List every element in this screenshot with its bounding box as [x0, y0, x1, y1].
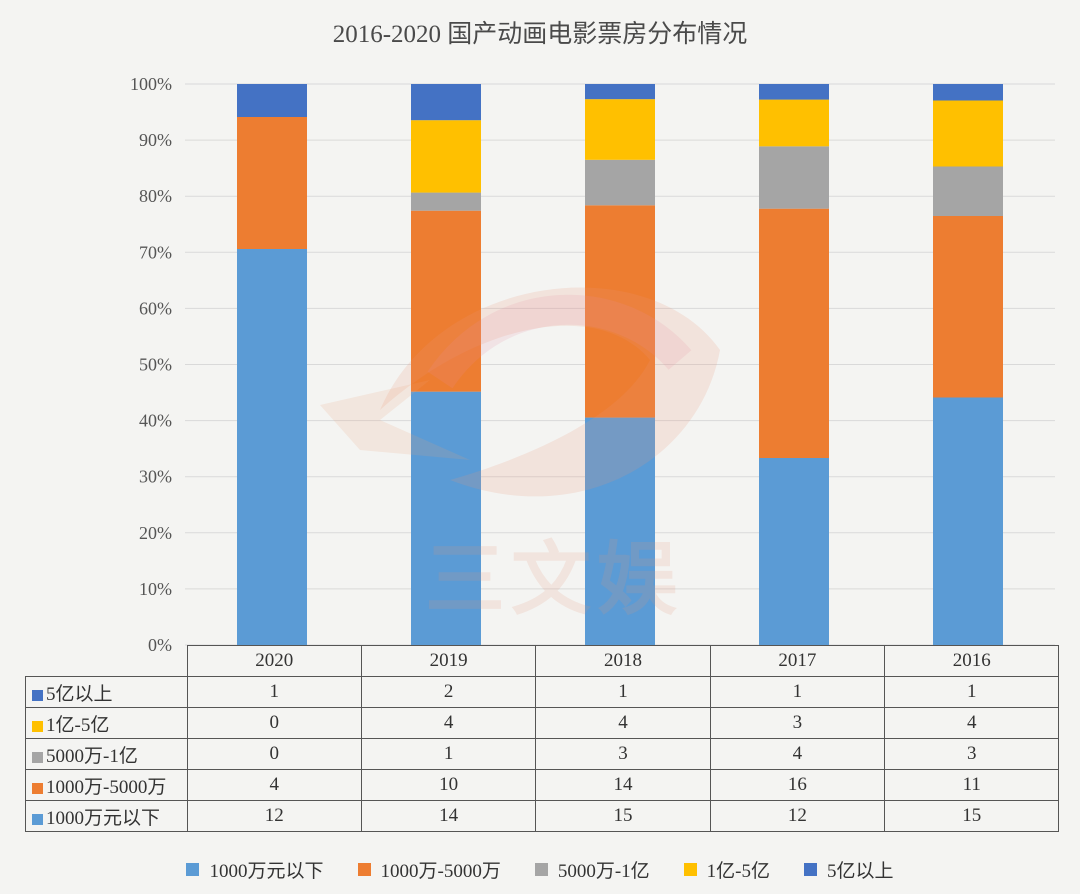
bar-segment [933, 397, 1003, 645]
legend-item: 1000万元以下 [186, 856, 324, 883]
y-tick-label: 40% [139, 411, 172, 431]
legend-swatch [534, 863, 548, 876]
data-label: 1 [535, 676, 711, 708]
x-tick-label: 2016 [884, 645, 1060, 677]
table-corner [26, 646, 188, 677]
data-label: 14 [535, 769, 711, 801]
table-row: 1000万-5000万 4 10 14 16 11 [25, 769, 1060, 801]
data-label: 16 [709, 769, 886, 801]
x-tick-label: 2020 [186, 645, 362, 677]
data-label: 4 [709, 738, 886, 770]
legend-label: 1000万-5000万 [380, 861, 501, 882]
y-tick-label: 50% [139, 355, 172, 375]
series-swatch [32, 689, 43, 701]
data-label: 11 [884, 769, 1060, 801]
bar-segment [933, 100, 1003, 167]
data-label: 3 [535, 738, 711, 770]
chart-plot: 0% 10% 20% 30% 40% 50% 60% 70% 80% 90% 100% [130, 74, 1055, 655]
bar-segment [759, 208, 829, 458]
legend-item: 5000万-1亿 [534, 856, 650, 883]
table-row: 1000万元以下 12 14 15 12 15 [25, 800, 1060, 832]
data-label: 0 [186, 738, 362, 770]
chart-title: 2016-2020 国产动画电影票房分布情况 [332, 21, 748, 48]
bar-segment [759, 99, 829, 147]
series-row-label: 1000万元以下 [25, 800, 188, 832]
series-swatch [32, 720, 43, 732]
bar-segment [411, 391, 481, 645]
chart-legend: 1000万元以下 1000万-5000万 5000万-1亿 1亿-5亿 5亿以上 [0, 856, 1080, 883]
x-tick-label: 2018 [535, 645, 711, 677]
series-row-label: 5000万-1亿 [25, 738, 188, 770]
data-label: 12 [709, 800, 886, 832]
data-label: 4 [884, 707, 1060, 739]
bar-segment [585, 205, 655, 418]
y-tick-label: 0% [148, 635, 172, 655]
data-label: 4 [360, 707, 537, 739]
legend-swatch [803, 863, 817, 876]
data-label: 1 [884, 676, 1060, 708]
bar-segment [933, 84, 1003, 101]
y-tick-label: 30% [139, 467, 172, 487]
table-row: 5000万-1亿 0 1 3 4 3 [25, 738, 1060, 770]
legend-label: 5亿以上 [826, 861, 894, 882]
series-swatch [32, 813, 43, 825]
bar-segment [585, 84, 655, 100]
series-row-label: 1亿-5亿 [25, 707, 188, 739]
table-row: 1亿-5亿 0 4 4 3 4 [25, 707, 1060, 739]
legend-label: 1亿-5亿 [706, 861, 770, 882]
x-tick-label: 2019 [360, 645, 537, 677]
y-tick-label: 70% [139, 242, 172, 262]
bar-segment [759, 458, 829, 645]
data-label: 15 [884, 800, 1060, 832]
legend-swatch [357, 863, 371, 876]
data-label: 1 [360, 738, 537, 770]
legend-item: 1亿-5亿 [683, 856, 770, 883]
bar-segment [237, 84, 307, 117]
legend-item: 1000万-5000万 [357, 856, 501, 883]
series-row-label: 5亿以上 [25, 676, 188, 708]
data-label: 1 [709, 676, 886, 708]
y-tick-label: 80% [139, 186, 172, 206]
data-label: 4 [535, 707, 711, 739]
data-label: 10 [360, 769, 537, 801]
y-tick-label: 60% [139, 298, 172, 318]
data-label: 2 [360, 676, 537, 708]
legend-swatch [683, 863, 697, 876]
data-label: 12 [186, 800, 362, 832]
legend-label: 5000万-1亿 [557, 861, 650, 882]
bar-segment [585, 99, 655, 160]
data-label: 15 [535, 800, 711, 832]
data-label: 1 [186, 676, 362, 708]
data-label: 3 [884, 738, 1060, 770]
bar-segment [585, 159, 655, 206]
y-tick-label: 20% [139, 523, 172, 543]
bar-segment [933, 166, 1003, 216]
bar-segment [933, 216, 1003, 398]
bar-segment [759, 146, 829, 209]
data-table: 2020 2019 2018 2017 2016 5亿以上 1 2 1 1 1 1亿-5亿 0 4 4 3 4 5… [25, 645, 1060, 832]
series-swatch [32, 751, 43, 763]
data-label: 4 [186, 769, 362, 801]
bar-segment [585, 417, 655, 645]
bar-segment [411, 192, 481, 211]
series-swatch [32, 782, 43, 794]
bar-segment [411, 84, 481, 121]
bar-segment [411, 120, 481, 193]
x-tick-label: 2017 [709, 645, 886, 677]
data-label: 14 [360, 800, 537, 832]
bar-segment [411, 210, 481, 392]
table-row: 5亿以上 1 2 1 1 1 [25, 676, 1060, 708]
y-tick-label: 100% [130, 74, 172, 94]
bar-segment [237, 249, 307, 645]
bar-segment [759, 84, 829, 100]
y-tick-label: 10% [139, 579, 172, 599]
legend-item: 5亿以上 [803, 856, 894, 883]
data-label: 0 [186, 707, 362, 739]
legend-label: 1000万元以下 [209, 861, 324, 882]
series-row-label: 1000万-5000万 [25, 769, 188, 801]
y-tick-label: 90% [139, 130, 172, 150]
data-label: 3 [709, 707, 886, 739]
bar-segment [237, 117, 307, 249]
legend-swatch [186, 863, 200, 876]
